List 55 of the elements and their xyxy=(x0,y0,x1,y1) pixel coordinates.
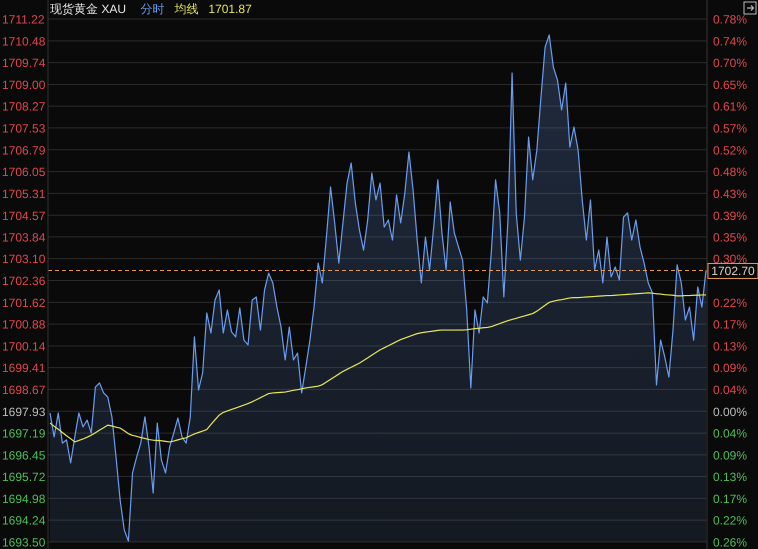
y-tick-label: 1709.74 xyxy=(2,56,46,70)
y-tick-label: 1706.79 xyxy=(2,143,46,158)
y2-tick-label: 0.78% xyxy=(713,12,748,26)
y-tick-label: 1709.00 xyxy=(2,78,46,92)
y-tick-label: 1699.41 xyxy=(2,361,46,376)
y2-tick-label: 0.61% xyxy=(713,100,748,114)
y-tick-label: 1698.67 xyxy=(2,382,46,397)
y2-tick-label: 0.13% xyxy=(713,470,748,484)
y-tick-label: 1704.57 xyxy=(2,208,46,223)
y2-tick-label: 0.48% xyxy=(713,165,748,180)
y2-tick-label: 0.52% xyxy=(713,143,748,158)
y2-tick-label: 0.04% xyxy=(713,382,748,397)
y-tick-label: 1707.53 xyxy=(2,121,46,136)
y2-tick-label: 0.74% xyxy=(713,34,748,48)
y2-tick-label: 0.57% xyxy=(713,121,748,136)
y-tick-label: 1705.31 xyxy=(2,186,46,201)
line-series xyxy=(49,292,707,443)
y2-tick-label: 0.09% xyxy=(713,448,748,462)
text: 分时 xyxy=(140,2,164,16)
y2-tick-label: 0.13% xyxy=(713,340,748,354)
ref-line-label: 1702.70 xyxy=(711,264,756,278)
y-tick-label: 1694.24 xyxy=(2,514,46,528)
y2-tick-label: 0.39% xyxy=(713,208,748,223)
y-tick-label: 1693.50 xyxy=(2,536,46,549)
y2-tick-label: 0.43% xyxy=(713,186,748,201)
y2-tick-label: 0.30% xyxy=(713,252,748,266)
y-tick-label: 1697.93 xyxy=(2,404,46,419)
y-tick-label: 1694.98 xyxy=(2,492,46,506)
y-tick-label: 1703.10 xyxy=(2,252,46,266)
y-tick-label: 1706.05 xyxy=(2,165,46,180)
y2-tick-label: 0.70% xyxy=(713,56,748,70)
y-tick-label: 1696.45 xyxy=(2,448,46,462)
y-tick-label: 1710.48 xyxy=(2,34,46,48)
y-tick-label: 1702.36 xyxy=(2,274,46,288)
text: 均线 xyxy=(173,2,198,16)
y2-tick-label: 0.17% xyxy=(713,492,748,506)
y-tick-label: 1703.84 xyxy=(2,230,46,244)
y-tick-label: 1700.88 xyxy=(2,318,46,332)
y-tick-label: 1700.14 xyxy=(2,340,46,354)
y2-tick-label: 0.26% xyxy=(713,536,748,549)
y-tick-label: 1711.22 xyxy=(2,12,45,26)
y2-tick-label: 0.00% xyxy=(713,404,748,419)
y2-tick-label: 0.04% xyxy=(713,426,748,441)
y-tick-label: 1708.27 xyxy=(2,100,46,114)
y2-tick-label: 0.17% xyxy=(713,318,748,332)
chart-title: 现货黄金 XAU xyxy=(50,2,126,16)
y-tick-label: 1701.62 xyxy=(2,296,46,310)
y2-tick-label: 0.09% xyxy=(713,361,748,376)
y2-tick-label: 0.22% xyxy=(713,296,748,310)
y-tick-label: 1695.72 xyxy=(2,470,46,484)
y2-tick-label: 0.22% xyxy=(713,514,748,528)
y2-tick-label: 0.65% xyxy=(713,78,748,92)
y-tick-label: 1697.19 xyxy=(2,426,46,441)
y2-tick-label: 0.35% xyxy=(713,230,748,244)
text: 1701.87 xyxy=(208,2,252,16)
